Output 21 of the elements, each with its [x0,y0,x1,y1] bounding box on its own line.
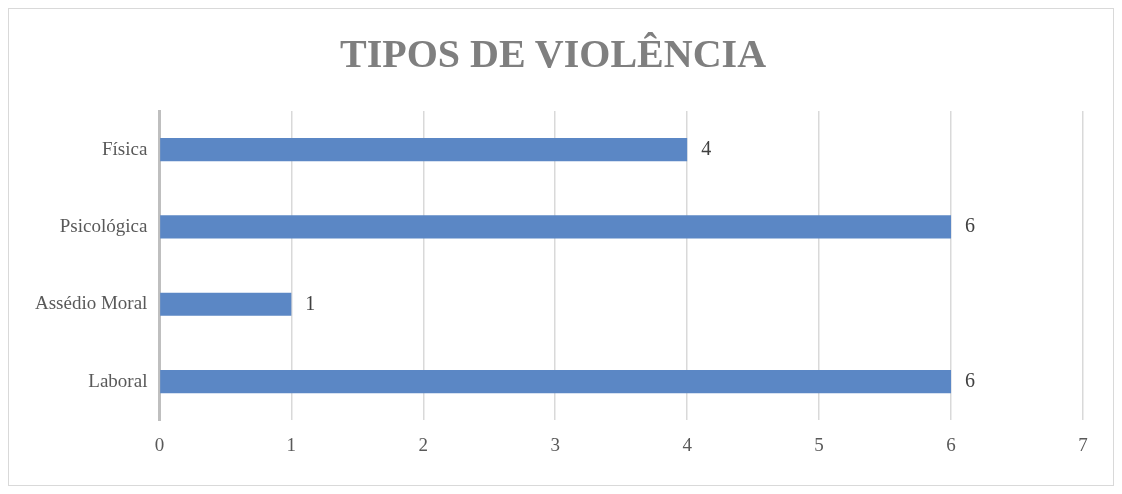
data-label: 6 [965,214,976,237]
data-label: 4 [701,136,712,159]
chart-title: TIPOS DE VIOLÊNCIA [339,31,767,77]
y-tick-label: Assédio Moral [35,292,148,314]
x-tick-label: 3 [550,433,560,455]
x-tick-label: 2 [418,433,429,455]
y-tick-label: Física [102,137,148,159]
y-tick-label: Psicológica [59,214,148,236]
y-tick-label: Laboral [88,369,148,391]
x-tick-label: 5 [814,433,824,455]
x-tick-label: 6 [946,433,956,455]
bar [160,369,952,394]
bar [160,138,688,162]
data-label: 6 [965,368,976,391]
x-tick-label: 0 [154,433,165,455]
x-tick-label: 1 [286,433,297,455]
x-tick-label: 4 [682,433,693,455]
bar [160,215,952,239]
bar [160,292,292,316]
data-label: 1 [305,291,316,314]
x-tick-label: 7 [1078,433,1088,455]
